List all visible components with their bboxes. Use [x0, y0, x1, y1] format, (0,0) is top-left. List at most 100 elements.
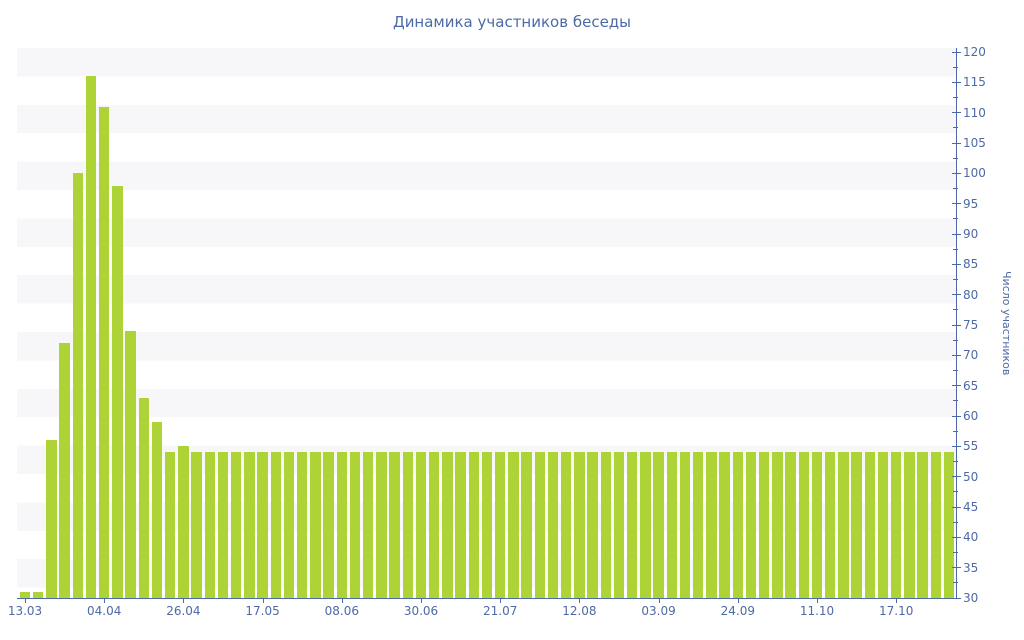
y-tick-label: 40: [963, 530, 979, 545]
bar[interactable]: [46, 440, 57, 598]
bar[interactable]: [627, 452, 638, 598]
x-tick-label: 04.04: [87, 604, 122, 618]
bar[interactable]: [363, 452, 374, 598]
y-minor-tick: [953, 309, 958, 311]
bar[interactable]: [864, 452, 875, 598]
bar[interactable]: [415, 452, 427, 598]
y-tick: [952, 263, 961, 265]
bar[interactable]: [125, 331, 136, 598]
bar[interactable]: [785, 452, 796, 598]
bar[interactable]: [851, 452, 862, 598]
bar[interactable]: [534, 452, 545, 598]
y-tick: [952, 597, 961, 599]
bar[interactable]: [376, 452, 387, 598]
bar[interactable]: [745, 452, 757, 598]
bar[interactable]: [191, 452, 202, 598]
bar[interactable]: [561, 452, 572, 598]
bar[interactable]: [891, 452, 902, 598]
y-tick: [952, 51, 961, 53]
bar[interactable]: [508, 452, 519, 598]
bar[interactable]: [204, 452, 215, 598]
bar[interactable]: [85, 76, 97, 598]
bar[interactable]: [429, 452, 440, 598]
bar[interactable]: [877, 452, 889, 598]
bar[interactable]: [310, 452, 321, 598]
bar[interactable]: [481, 452, 493, 598]
x-tick: [500, 599, 502, 603]
bar[interactable]: [904, 452, 915, 598]
bar[interactable]: [943, 452, 955, 598]
bar[interactable]: [257, 452, 268, 598]
bar[interactable]: [521, 452, 532, 598]
y-minor-tick: [953, 582, 958, 584]
y-minor-tick: [953, 370, 958, 372]
bar[interactable]: [495, 452, 506, 598]
y-tick-label: 50: [963, 469, 979, 484]
bar[interactable]: [772, 452, 783, 598]
bar[interactable]: [323, 452, 334, 598]
bar[interactable]: [72, 173, 83, 598]
bar[interactable]: [653, 452, 664, 598]
bar[interactable]: [468, 452, 479, 598]
x-tick-label: 11.10: [799, 604, 835, 618]
bar[interactable]: [59, 343, 70, 598]
y-tick: [952, 324, 961, 326]
bar[interactable]: [719, 452, 730, 598]
bar[interactable]: [838, 452, 849, 598]
bar[interactable]: [231, 452, 242, 598]
bar[interactable]: [217, 452, 229, 598]
bar[interactable]: [178, 446, 189, 598]
y-tick: [952, 172, 961, 174]
y-tick-label: 70: [963, 348, 979, 363]
x-tick: [25, 599, 26, 603]
bar[interactable]: [640, 452, 651, 598]
y-minor-tick: [953, 188, 958, 190]
y-tick: [952, 415, 961, 417]
x-tick: [817, 599, 818, 603]
bar[interactable]: [442, 452, 453, 598]
bar[interactable]: [600, 452, 611, 598]
bar[interactable]: [19, 591, 31, 598]
bar[interactable]: [402, 452, 413, 598]
bar[interactable]: [99, 106, 110, 598]
bar[interactable]: [165, 452, 176, 598]
bar[interactable]: [112, 185, 123, 598]
bar[interactable]: [151, 422, 163, 598]
bar[interactable]: [587, 452, 598, 598]
y-tick: [952, 142, 961, 144]
y-tick: [952, 81, 961, 83]
bar[interactable]: [679, 452, 691, 598]
bar[interactable]: [547, 452, 559, 598]
bar[interactable]: [930, 452, 941, 598]
bar[interactable]: [759, 452, 770, 598]
bar[interactable]: [244, 452, 255, 598]
bar[interactable]: [297, 452, 308, 598]
bar[interactable]: [33, 591, 44, 598]
bar[interactable]: [693, 452, 704, 598]
bar[interactable]: [336, 452, 347, 598]
bar[interactable]: [798, 452, 809, 598]
bar[interactable]: [666, 452, 677, 598]
y-tick: [952, 476, 961, 478]
bar[interactable]: [283, 452, 295, 598]
bar[interactable]: [455, 452, 466, 598]
bar[interactable]: [706, 452, 717, 598]
bar[interactable]: [613, 452, 625, 598]
y-tick: [952, 445, 961, 447]
bar[interactable]: [349, 452, 361, 598]
bar[interactable]: [138, 397, 149, 598]
y-tick-label: 75: [963, 318, 979, 333]
y-tick-label: 45: [963, 500, 979, 514]
y-minor-tick: [953, 248, 958, 250]
y-tick: [952, 354, 961, 356]
y-tick-label: 90: [963, 227, 979, 242]
bar[interactable]: [389, 452, 400, 598]
y-minor-tick: [953, 127, 958, 129]
bar[interactable]: [574, 452, 585, 598]
bar[interactable]: [917, 452, 928, 598]
y-tick: [952, 536, 961, 538]
bar[interactable]: [825, 452, 836, 598]
bar[interactable]: [811, 452, 823, 598]
bar[interactable]: [270, 452, 281, 598]
bar[interactable]: [732, 452, 743, 598]
